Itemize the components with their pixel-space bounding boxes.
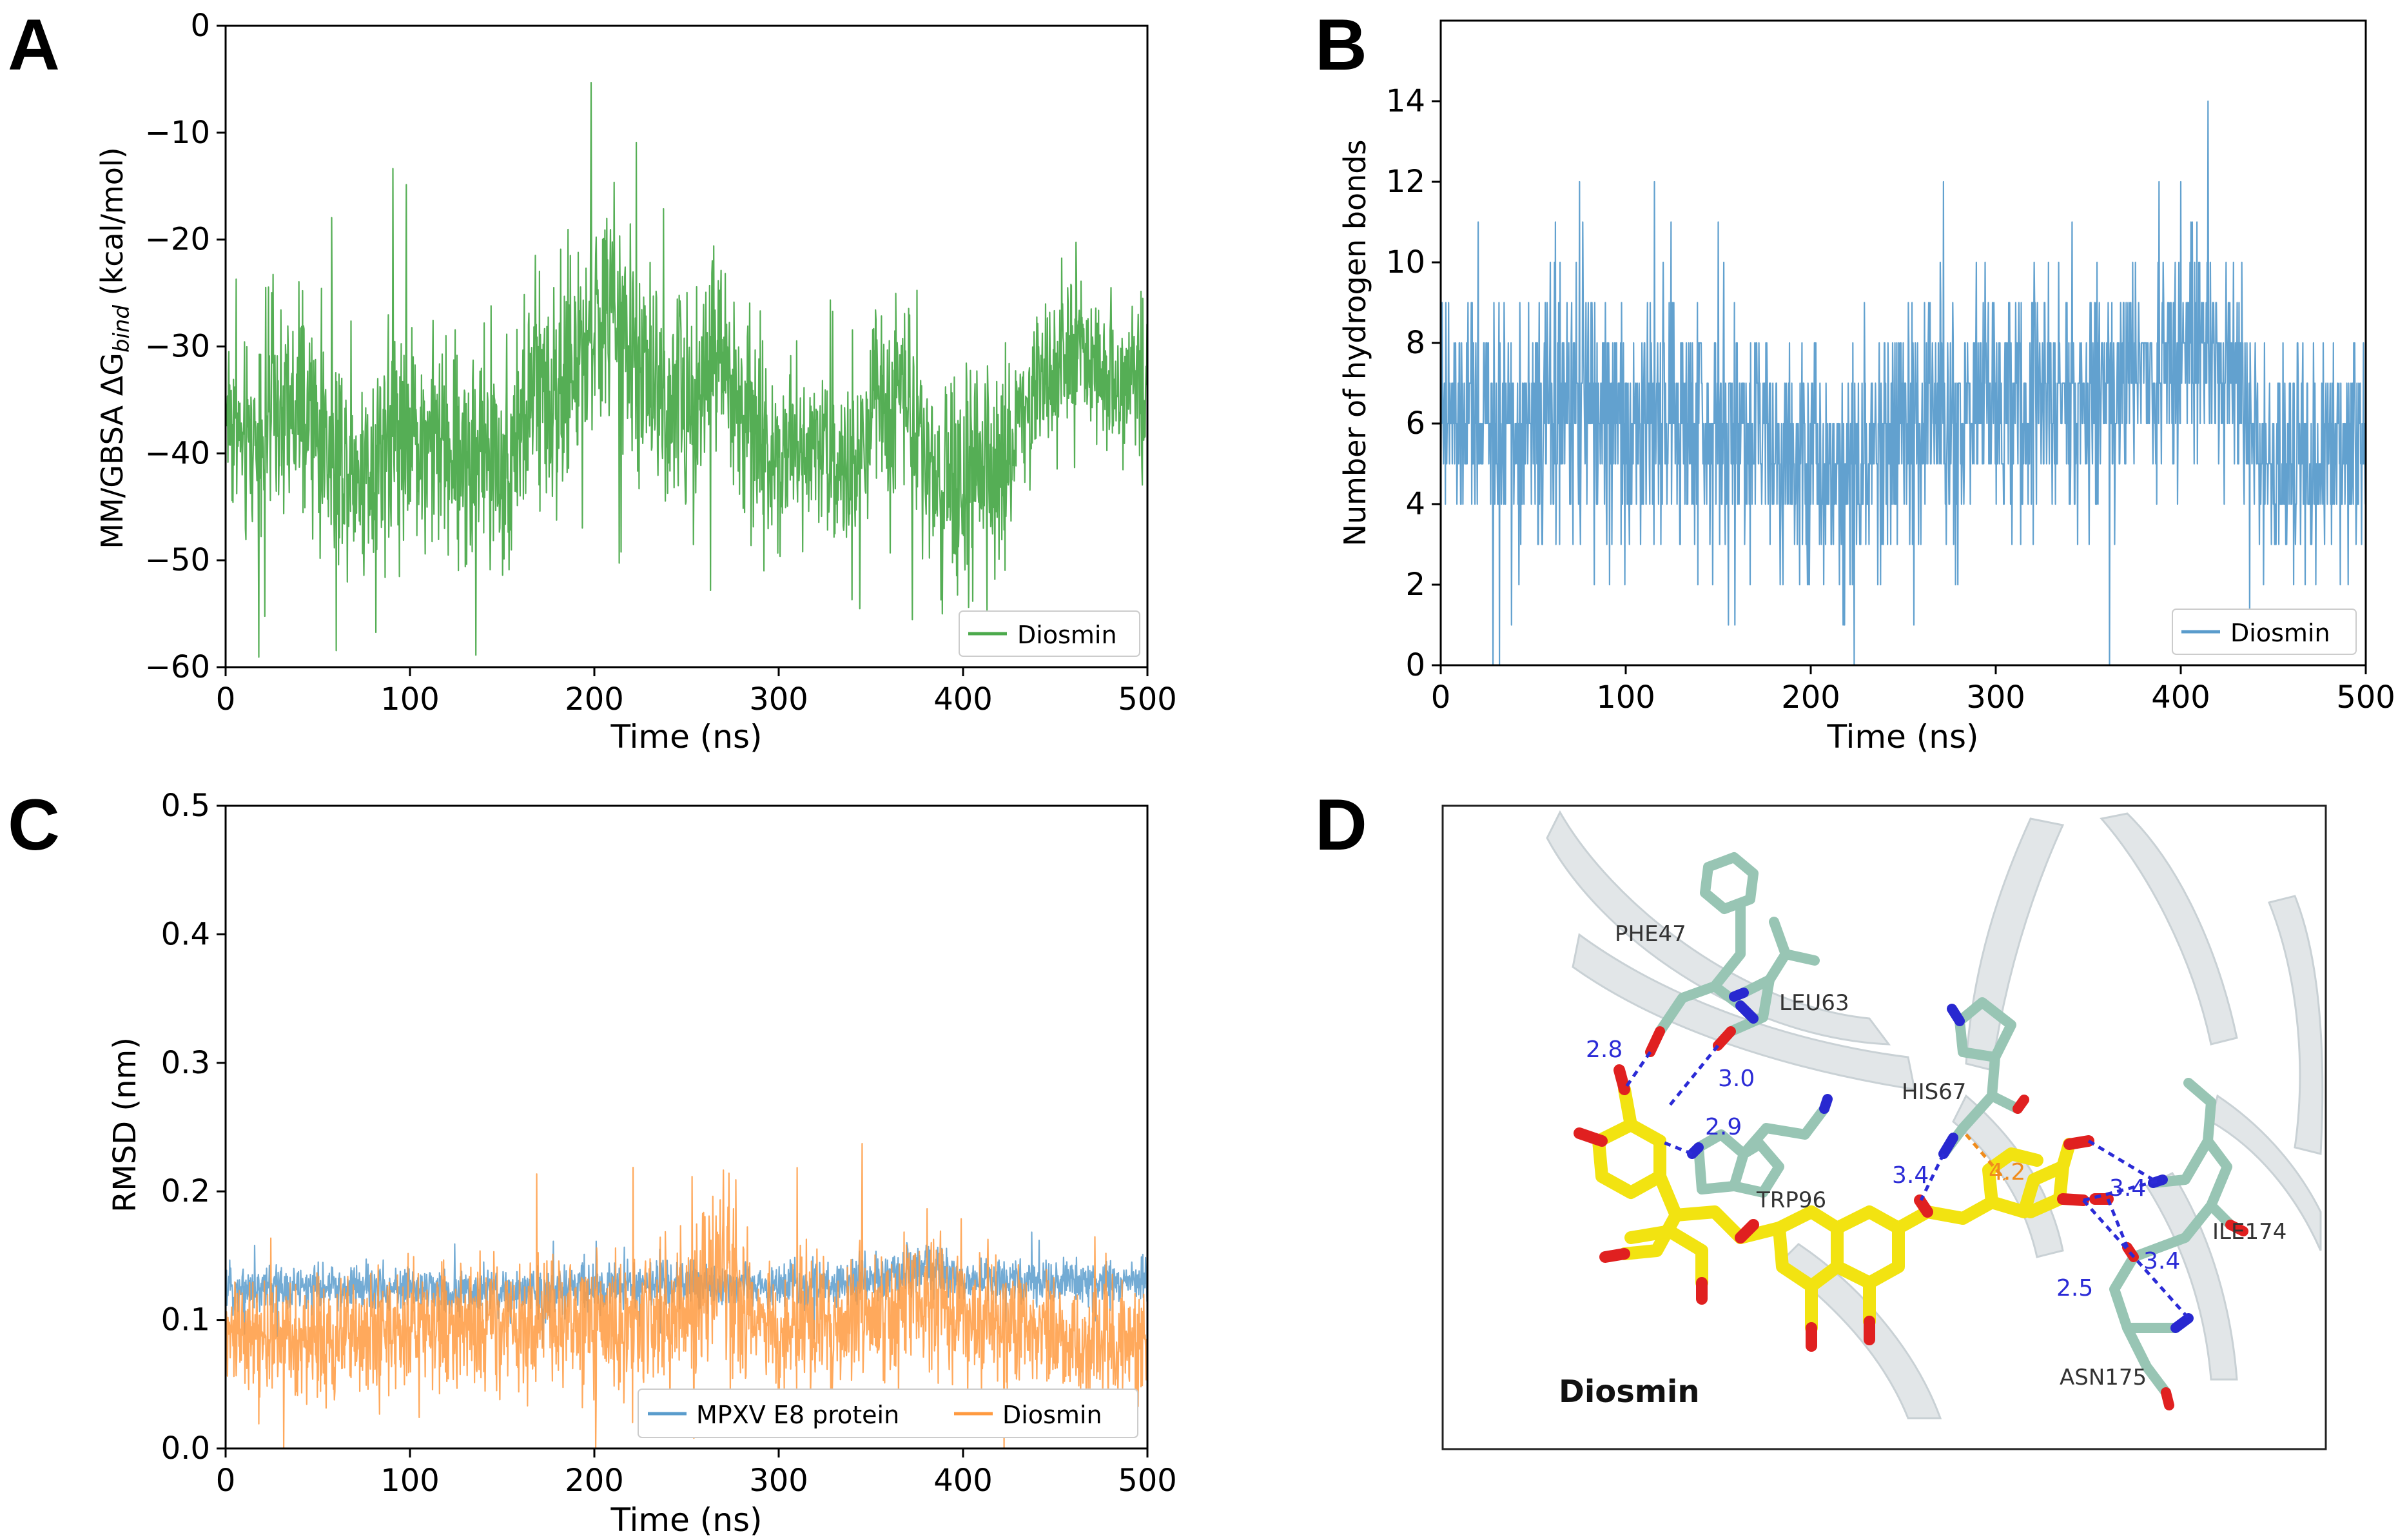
panel-a-y-tick-label: −60 xyxy=(145,649,210,685)
panel-c-y-tick-label: 0.5 xyxy=(161,788,210,824)
panel-c-x-tick-label: 400 xyxy=(933,1463,993,1499)
panel-letter-c: C xyxy=(8,785,60,865)
distance-label-pi-stack: 4.2 xyxy=(1989,1159,2025,1185)
panel-d-structure: D xyxy=(1315,785,2327,1450)
panel-b-legend-box xyxy=(2172,609,2357,655)
panel-a-y-axis-label-subscript: bind xyxy=(109,305,135,353)
panel-c-x-tick-label: 300 xyxy=(749,1463,808,1499)
panel-b-series-layer xyxy=(1441,100,2366,665)
residue-label-leu63: LEU63 xyxy=(1779,990,1849,1016)
panel-c-y-tick-label: 0.3 xyxy=(161,1045,210,1081)
panel-a-y-tick-label: −10 xyxy=(145,115,210,151)
panel-a-y-tick-label: −40 xyxy=(145,435,210,471)
panel-a-series-line-1 xyxy=(226,82,1147,658)
pi-stacking-line xyxy=(1965,1133,2006,1181)
panel-b-x-tick-label: 500 xyxy=(2336,679,2395,716)
distance-label-ile174-a: 3.4 xyxy=(2109,1175,2146,1202)
panel-a-x-tick-label: 0 xyxy=(216,681,236,717)
panel-a-legend-box xyxy=(959,610,1140,657)
panel-b-x-axis-label: Time (ns) xyxy=(1826,718,1978,755)
panel-b-series-line-1 xyxy=(1441,100,2366,665)
panel-a-x-tick-label: 500 xyxy=(1118,681,1177,717)
distance-label-phe47: 2.8 xyxy=(1586,1037,1623,1063)
panel-c-y-tick-label: 0.4 xyxy=(161,916,210,952)
panel-b-y-tick-label: 0 xyxy=(1405,647,1425,683)
residue-sticks xyxy=(1655,852,2236,1398)
panel-c-series-layer xyxy=(226,1142,1147,1448)
panel-b-y-tick-label: 2 xyxy=(1405,567,1425,603)
panel-c-x-tick-label: 100 xyxy=(380,1463,440,1499)
panel-a-legend: Diosmin xyxy=(959,610,1140,657)
panel-a-y-axis-label: MM/GBSA ΔGbind (kcal/mol) xyxy=(95,147,135,549)
panel-a-axes: 0 100 200 300 400 500 −60 −50 −40 −30 −20 −10 0 xyxy=(145,8,1177,717)
panel-b-y-tick-label: 14 xyxy=(1386,83,1425,119)
residue-label-phe47: PHE47 xyxy=(1615,921,1686,947)
panel-c-x-axis-label: Time (ns) xyxy=(610,1501,762,1539)
panel-b-x-tick-label: 0 xyxy=(1431,679,1451,716)
panel-a-x-tick-label: 300 xyxy=(749,681,808,717)
panel-letter-d: D xyxy=(1315,785,1367,865)
residue-labels: PHE47 LEU63 HIS67 TRP96 ILE174 ASN175 xyxy=(1615,921,2286,1390)
panel-b-x-tick-label: 400 xyxy=(2151,679,2210,716)
panel-a-y-tick-label: −20 xyxy=(145,222,210,258)
distance-label-his67: 3.4 xyxy=(1892,1162,1929,1189)
panel-c-x-tick-label: 0 xyxy=(216,1463,236,1499)
panel-b-x-tick-label: 100 xyxy=(1596,679,1655,716)
panel-b-y-tick-label: 10 xyxy=(1386,244,1425,280)
panel-letter-b: B xyxy=(1315,5,1367,85)
distance-label-trp96: 2.9 xyxy=(1705,1114,1742,1140)
panel-b-y-tick-label: 12 xyxy=(1386,164,1425,200)
distance-label-ile174-b: 3.4 xyxy=(2143,1248,2180,1274)
panel-a-x-tick-label: 400 xyxy=(933,681,993,717)
panel-c-legend-label-protein: MPXV E8 protein xyxy=(696,1401,899,1429)
residue-label-his67: HIS67 xyxy=(1902,1079,1966,1105)
panel-c-y-tick-label: 0.1 xyxy=(161,1302,210,1338)
panel-b-y-tick-label: 6 xyxy=(1405,405,1425,442)
panel-c-frame xyxy=(224,804,1149,1450)
panel-b-x-tick-label: 200 xyxy=(1781,679,1840,716)
panel-b-axes: 0 100 200 300 400 500 0 2 4 6 8 10 12 14 xyxy=(1386,83,2395,716)
panel-c-legend: MPXV E8 protein Diosmin xyxy=(638,1389,1138,1438)
residue-label-asn175: ASN175 xyxy=(2060,1365,2147,1390)
panel-c-x-tick-label: 500 xyxy=(1118,1463,1177,1499)
panel-a-x-tick-label: 200 xyxy=(565,681,624,717)
panel-c-axes: 0 100 200 300 400 500 0.0 0.1 0.2 0.3 0.4 0.5 xyxy=(161,788,1177,1499)
panel-a-series-layer xyxy=(226,82,1147,658)
panel-b-y-tick-label: 8 xyxy=(1405,325,1425,361)
residue-label-trp96: TRP96 xyxy=(1756,1187,1826,1213)
distance-label-leu63: 3.0 xyxy=(1718,1066,1755,1092)
panel-c-y-tick-label: 0.2 xyxy=(161,1173,210,1209)
ligand-name-label: Diosmin xyxy=(1559,1374,1699,1410)
panel-b-x-tick-label: 300 xyxy=(1966,679,2025,716)
panel-c-legend-label-diosmin: Diosmin xyxy=(1002,1401,1102,1429)
panel-b-y-axis-label: Number of hydrogen bonds xyxy=(1338,140,1372,547)
panel-a-legend-label: Diosmin xyxy=(1017,621,1117,649)
panel-a-x-tick-label: 100 xyxy=(380,681,440,717)
panel-b-legend-label: Diosmin xyxy=(2230,619,2330,647)
panel-c-x-tick-label: 200 xyxy=(565,1463,624,1499)
panel-letter-a: A xyxy=(8,5,60,85)
panel-a-y-tick-label: −30 xyxy=(145,329,210,365)
panel-a-y-tick-label: −50 xyxy=(145,542,210,578)
panel-c-y-axis-label: RMSD (nm) xyxy=(107,1037,143,1213)
panel-b-y-tick-label: 4 xyxy=(1405,486,1425,522)
panel-a-chart: A 0 100 200 300 400 500 −60 −50 −40 −30 −20 −10 0 Ti… xyxy=(8,5,1177,755)
panel-a-y-tick-label: 0 xyxy=(190,8,210,44)
panel-a-x-axis-label: Time (ns) xyxy=(610,718,762,755)
distance-labels: 2.8 3.0 2.9 3.4 4.2 3.4 3.4 2.5 xyxy=(1586,1037,2180,1301)
hydrogen-bond-lines xyxy=(1623,1044,2190,1320)
residue-label-ile174: ILE174 xyxy=(2212,1219,2286,1245)
panel-c-y-tick-label: 0.0 xyxy=(161,1430,210,1467)
panel-c-legend-box xyxy=(638,1389,1138,1438)
panel-c-chart: C 0 100 200 300 400 500 0.0 0.1 0.2 0.3 0.4 0.5 Tim… xyxy=(8,785,1177,1539)
panel-b-legend: Diosmin xyxy=(2172,609,2357,655)
diosmin-oxygens xyxy=(1574,1064,2114,1352)
panel-c-series-line-2 xyxy=(226,1142,1147,1448)
distance-label-asn175: 2.5 xyxy=(2056,1275,2093,1301)
